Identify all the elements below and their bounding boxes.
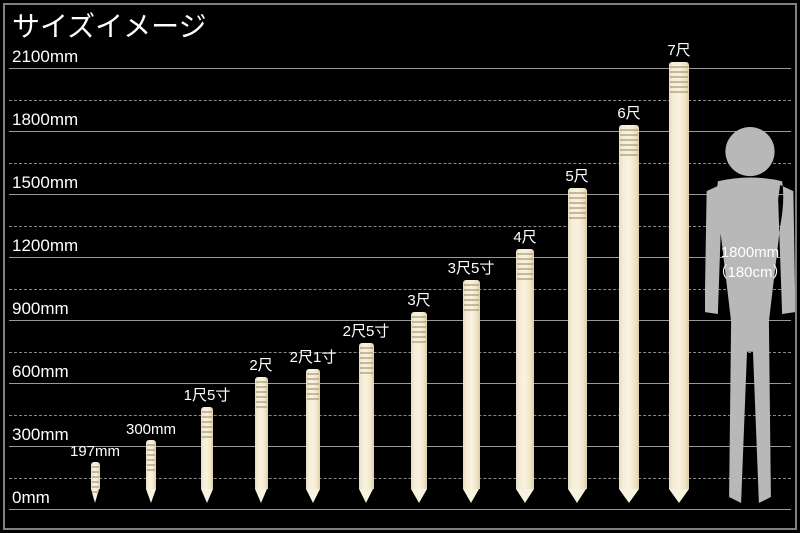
stake-tip xyxy=(411,489,427,503)
stake-body xyxy=(359,343,374,489)
figure-label-line1: 1800mm xyxy=(712,244,787,261)
stake-tip xyxy=(201,489,213,503)
stake-notches xyxy=(463,284,480,311)
stake-body xyxy=(619,125,639,489)
stake-notches xyxy=(359,347,374,374)
stake-label: 6尺 xyxy=(617,102,640,123)
stake-tip xyxy=(568,489,586,503)
stake-label: 300mm xyxy=(126,421,176,438)
y-tick-label: 1500mm xyxy=(12,173,78,193)
stake-notches xyxy=(411,316,427,343)
stake-notches xyxy=(201,411,213,438)
stake-tip xyxy=(255,489,267,503)
stake-tip xyxy=(359,489,373,503)
stake-body xyxy=(568,188,587,489)
stake-body xyxy=(201,407,213,489)
stake-label: 5尺 xyxy=(565,165,588,186)
stake-notches xyxy=(306,373,320,400)
stake: 7尺 xyxy=(669,39,689,503)
stake-body xyxy=(669,62,689,489)
stake-label: 1尺5寸 xyxy=(184,384,231,405)
stake: 300mm xyxy=(146,421,156,503)
stake-label: 2尺 xyxy=(249,354,272,375)
stake: 2尺 xyxy=(255,354,268,503)
stake-label: 4尺 xyxy=(513,226,536,247)
gridline-major xyxy=(9,509,791,510)
stake: 6尺 xyxy=(619,102,639,503)
stake-notches xyxy=(669,66,689,93)
stake-body xyxy=(411,312,427,489)
stake-tip xyxy=(463,489,479,503)
stake-tip xyxy=(306,489,320,503)
stake-notches xyxy=(91,466,100,493)
stake-tip xyxy=(619,489,639,503)
stake-body xyxy=(516,249,534,489)
y-tick-label: 600mm xyxy=(12,362,69,382)
stake-notches xyxy=(619,129,639,156)
stake-label: 7尺 xyxy=(667,39,690,60)
stake: 3尺5寸 xyxy=(463,257,480,503)
figure-label: 1800mm（180cm） xyxy=(712,244,787,282)
stake: 1尺5寸 xyxy=(201,384,213,503)
stake-tip xyxy=(669,489,689,503)
human-silhouette xyxy=(705,125,795,503)
y-tick-label: 1200mm xyxy=(12,236,78,256)
y-tick-label: 300mm xyxy=(12,425,69,445)
stake-notches xyxy=(516,253,534,280)
chart-title: サイズイメージ xyxy=(12,5,207,45)
y-tick-label: 0mm xyxy=(12,488,50,508)
stake-body xyxy=(91,462,100,489)
stake: 5尺 xyxy=(568,165,587,503)
stake-label: 2尺1寸 xyxy=(290,346,337,367)
stake-tip xyxy=(516,489,534,503)
stake: 197mm xyxy=(91,443,100,503)
stake: 2尺5寸 xyxy=(359,320,374,503)
stake-notches xyxy=(568,192,587,219)
stake-label: 2尺5寸 xyxy=(343,320,390,341)
stake: 2尺1寸 xyxy=(306,346,320,503)
figure-label-line2: （180cm） xyxy=(712,261,787,282)
y-tick-label: 2100mm xyxy=(12,47,78,67)
stake-body xyxy=(255,377,268,489)
stake-body xyxy=(306,369,320,489)
stake: 4尺 xyxy=(516,226,534,503)
y-tick-label: 1800mm xyxy=(12,110,78,130)
y-tick-label: 900mm xyxy=(12,299,69,319)
stake-label: 3尺 xyxy=(407,289,430,310)
stake-label: 197mm xyxy=(70,443,120,460)
stake-label: 3尺5寸 xyxy=(448,257,495,278)
stake-notches xyxy=(146,444,156,471)
stake-tip xyxy=(146,489,156,503)
stake: 3尺 xyxy=(411,289,427,503)
stake-body xyxy=(463,280,480,489)
stake-body xyxy=(146,440,156,489)
stake-notches xyxy=(255,381,268,408)
